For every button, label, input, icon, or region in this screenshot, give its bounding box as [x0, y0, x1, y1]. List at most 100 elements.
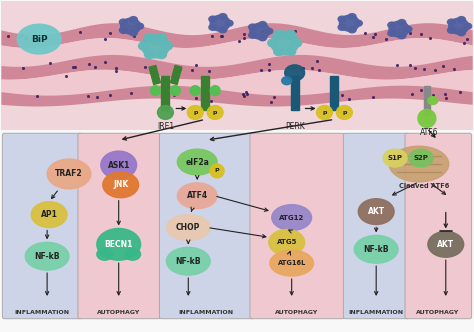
- Ellipse shape: [389, 146, 449, 182]
- Ellipse shape: [348, 27, 356, 33]
- Ellipse shape: [156, 34, 166, 42]
- Point: [258, 28, 265, 34]
- Point: [4, 33, 11, 39]
- Point: [315, 67, 322, 73]
- Ellipse shape: [418, 110, 436, 127]
- FancyBboxPatch shape: [159, 133, 254, 319]
- Point: [439, 63, 447, 68]
- Ellipse shape: [25, 242, 69, 270]
- Ellipse shape: [101, 151, 137, 179]
- Ellipse shape: [225, 20, 233, 26]
- Text: CHOP: CHOP: [176, 223, 201, 232]
- Text: NF-kB: NF-kB: [175, 257, 201, 266]
- FancyBboxPatch shape: [78, 133, 161, 319]
- Ellipse shape: [97, 228, 141, 260]
- Text: NF-kB: NF-kB: [35, 252, 60, 261]
- Point: [112, 68, 120, 74]
- Ellipse shape: [210, 86, 220, 96]
- Ellipse shape: [447, 19, 456, 25]
- Ellipse shape: [259, 35, 266, 41]
- Point: [208, 99, 215, 104]
- Text: p: p: [342, 110, 346, 115]
- Point: [313, 58, 320, 63]
- Ellipse shape: [274, 48, 284, 55]
- Point: [338, 93, 346, 98]
- Point: [101, 36, 109, 42]
- Point: [456, 89, 464, 94]
- Bar: [291, 76, 299, 111]
- Ellipse shape: [121, 18, 141, 34]
- Ellipse shape: [348, 14, 356, 20]
- Text: ATG16L: ATG16L: [277, 260, 306, 266]
- FancyBboxPatch shape: [405, 133, 472, 319]
- Point: [393, 62, 401, 68]
- Point: [188, 67, 196, 72]
- Ellipse shape: [145, 51, 155, 58]
- Ellipse shape: [354, 235, 398, 263]
- Point: [267, 100, 275, 105]
- Point: [361, 30, 368, 35]
- Text: ATG5: ATG5: [276, 239, 297, 245]
- Point: [162, 89, 170, 95]
- Ellipse shape: [210, 164, 224, 178]
- Text: INFLAMMATION: INFLAMMATION: [179, 310, 234, 315]
- Ellipse shape: [271, 31, 299, 55]
- Point: [371, 32, 378, 37]
- Text: AUTOPHAGY: AUTOPHAGY: [416, 310, 459, 315]
- Ellipse shape: [249, 24, 256, 30]
- Ellipse shape: [136, 23, 144, 29]
- Point: [382, 37, 390, 42]
- Point: [199, 94, 207, 100]
- Ellipse shape: [354, 20, 362, 26]
- Point: [201, 90, 209, 95]
- Ellipse shape: [129, 30, 137, 36]
- Text: JNK: JNK: [113, 180, 128, 189]
- Ellipse shape: [358, 199, 394, 224]
- Point: [112, 65, 120, 70]
- Ellipse shape: [119, 19, 128, 25]
- Ellipse shape: [409, 149, 433, 167]
- Point: [159, 92, 167, 97]
- Point: [18, 33, 26, 38]
- FancyBboxPatch shape: [343, 133, 409, 319]
- Text: ATF4: ATF4: [187, 191, 208, 200]
- Bar: [330, 76, 338, 111]
- Polygon shape: [1, 55, 473, 80]
- Ellipse shape: [129, 17, 137, 23]
- Point: [240, 36, 248, 41]
- Point: [91, 64, 98, 70]
- Ellipse shape: [119, 27, 128, 33]
- Ellipse shape: [339, 15, 359, 31]
- Point: [346, 97, 353, 102]
- Point: [76, 29, 83, 35]
- Point: [192, 96, 200, 101]
- Polygon shape: [1, 70, 473, 96]
- Ellipse shape: [166, 214, 210, 240]
- Point: [208, 34, 215, 39]
- Text: ASK1: ASK1: [108, 160, 130, 170]
- Ellipse shape: [398, 20, 406, 26]
- Ellipse shape: [338, 16, 346, 22]
- Point: [285, 34, 293, 39]
- Text: PERK: PERK: [285, 123, 304, 131]
- Ellipse shape: [249, 32, 256, 38]
- Point: [450, 66, 457, 72]
- Ellipse shape: [428, 231, 464, 257]
- Point: [93, 94, 101, 99]
- Ellipse shape: [259, 22, 266, 28]
- Text: ATG12: ATG12: [279, 214, 304, 220]
- Point: [309, 66, 316, 71]
- Point: [63, 73, 70, 78]
- Ellipse shape: [219, 14, 227, 20]
- Point: [441, 91, 448, 96]
- Ellipse shape: [207, 106, 223, 120]
- Text: ATF6: ATF6: [419, 128, 438, 137]
- Point: [22, 36, 29, 41]
- Point: [141, 37, 148, 42]
- Text: IRE1: IRE1: [157, 123, 174, 131]
- Point: [33, 93, 41, 99]
- Ellipse shape: [268, 39, 278, 47]
- Ellipse shape: [274, 31, 284, 39]
- Point: [411, 65, 419, 70]
- Point: [192, 62, 200, 67]
